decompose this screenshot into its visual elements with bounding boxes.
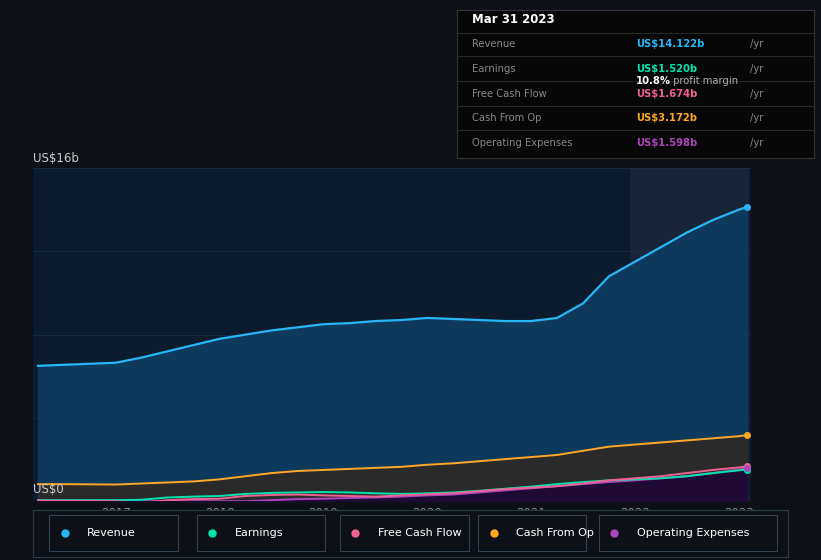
- Text: profit margin: profit margin: [670, 76, 738, 86]
- Text: US$3.172b: US$3.172b: [636, 113, 697, 123]
- Text: US$16b: US$16b: [33, 152, 79, 165]
- Text: /yr: /yr: [750, 138, 764, 148]
- Text: Earnings: Earnings: [471, 64, 516, 74]
- Text: /yr: /yr: [750, 39, 764, 49]
- Text: Revenue: Revenue: [471, 39, 515, 49]
- Text: Free Cash Flow: Free Cash Flow: [471, 89, 546, 99]
- Text: Mar 31 2023: Mar 31 2023: [471, 13, 554, 26]
- Text: Operating Expenses: Operating Expenses: [637, 529, 750, 538]
- Text: US$1.598b: US$1.598b: [636, 138, 697, 148]
- Text: Earnings: Earnings: [235, 529, 283, 538]
- Text: /yr: /yr: [750, 89, 764, 99]
- Text: Revenue: Revenue: [87, 529, 136, 538]
- Bar: [630, 168, 749, 501]
- Text: Cash From Op: Cash From Op: [516, 529, 594, 538]
- Text: /yr: /yr: [750, 64, 764, 74]
- Text: US$0: US$0: [33, 483, 63, 496]
- Text: US$1.674b: US$1.674b: [636, 89, 697, 99]
- Text: US$14.122b: US$14.122b: [636, 39, 704, 49]
- Text: US$1.520b: US$1.520b: [636, 64, 697, 74]
- Text: 10.8%: 10.8%: [636, 76, 671, 86]
- Text: Operating Expenses: Operating Expenses: [471, 138, 572, 148]
- Text: Cash From Op: Cash From Op: [471, 113, 541, 123]
- Text: /yr: /yr: [750, 113, 764, 123]
- Text: Free Cash Flow: Free Cash Flow: [378, 529, 461, 538]
